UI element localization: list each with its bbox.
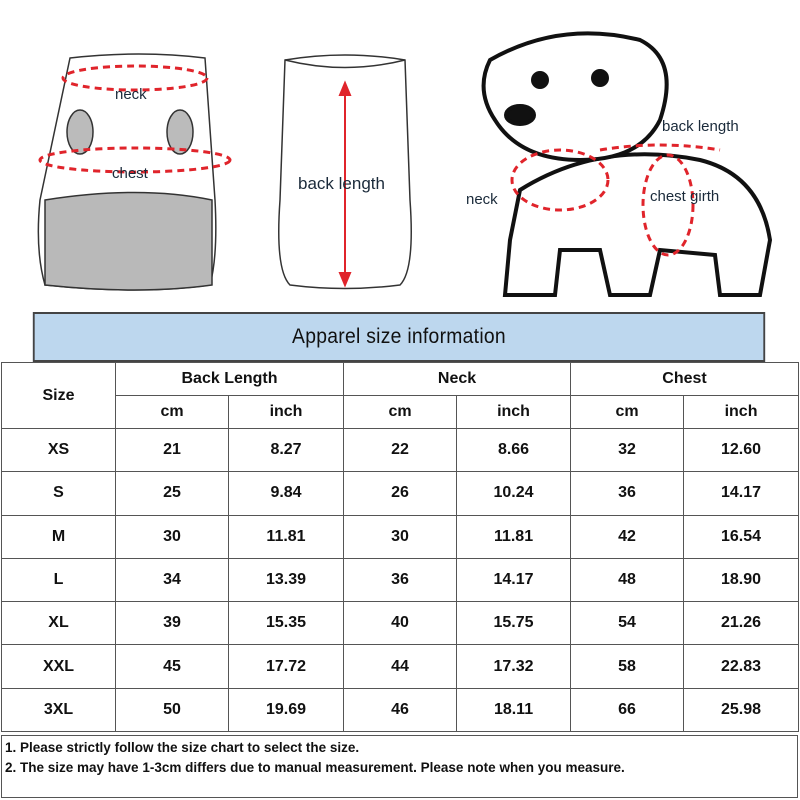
size-chart-title: Apparel size information bbox=[32, 312, 766, 362]
value-cell: 46 bbox=[343, 687, 458, 733]
size-header: Size bbox=[1, 362, 116, 429]
chest-header: Chest bbox=[570, 362, 800, 396]
unit-header: cm bbox=[115, 395, 229, 429]
unit-header: inch bbox=[456, 395, 572, 429]
dog-drawing bbox=[481, 31, 773, 297]
unit-header: cm bbox=[343, 395, 458, 429]
value-cell: 30 bbox=[115, 514, 229, 559]
dog-neck-label: neck bbox=[466, 191, 498, 208]
value-cell: 17.72 bbox=[227, 644, 345, 689]
value-cell: 36 bbox=[570, 471, 685, 516]
size-cell: S bbox=[1, 471, 116, 516]
table-row: L 34 13.39 36 14.17 48 18.90 bbox=[1, 557, 800, 603]
size-cell: 3XL bbox=[1, 687, 116, 733]
value-cell: 39 bbox=[115, 601, 229, 646]
table-row: 3XL 50 19.69 46 18.11 66 25.98 bbox=[1, 687, 800, 733]
size-cell: XS bbox=[1, 427, 116, 473]
neck-header: Neck bbox=[343, 362, 572, 396]
value-cell: 15.35 bbox=[227, 601, 345, 646]
value-cell: 21.26 bbox=[683, 601, 800, 646]
chest-label-front: chest bbox=[112, 165, 148, 182]
value-cell: 45 bbox=[115, 644, 229, 689]
front-measure-lines bbox=[38, 64, 232, 174]
value-cell: 17.32 bbox=[456, 644, 572, 689]
value-cell: 40 bbox=[343, 601, 458, 646]
table-row: S 25 9.84 26 10.24 36 14.17 bbox=[1, 471, 800, 516]
unit-header: inch bbox=[227, 395, 345, 429]
value-cell: 25 bbox=[115, 471, 229, 516]
front-garment-drawing bbox=[37, 53, 217, 291]
dog-measure-lines bbox=[510, 143, 721, 257]
size-cell: L bbox=[1, 557, 116, 603]
neck-label-front: neck bbox=[115, 86, 147, 103]
value-cell: 14.17 bbox=[683, 471, 800, 516]
group-header-row: Size Back Length Neck Chest bbox=[1, 362, 800, 429]
value-cell: 11.81 bbox=[456, 514, 572, 559]
value-cell: 42 bbox=[570, 514, 685, 559]
value-cell: 44 bbox=[343, 644, 458, 689]
value-cell: 26 bbox=[343, 471, 458, 516]
value-cell: 21 bbox=[115, 427, 229, 473]
illustration-drawings bbox=[37, 31, 773, 297]
value-cell: 18.11 bbox=[456, 687, 572, 733]
unit-header-row: cm inch cm inch cm inch bbox=[2, 395, 800, 429]
table-row: M 30 11.81 30 11.81 42 16.54 bbox=[1, 514, 800, 559]
back-length-header: Back Length bbox=[114, 362, 345, 396]
value-cell: 25.98 bbox=[683, 687, 800, 733]
value-cell: 11.81 bbox=[227, 514, 345, 559]
size-table: Size Back Length Neck Chest cm inch cm i… bbox=[1, 362, 800, 733]
value-cell: 9.84 bbox=[227, 471, 345, 516]
dog-back-length-label: back length bbox=[662, 118, 739, 135]
value-cell: 15.75 bbox=[456, 601, 572, 646]
note-2: 2. The size may have 1-3cm differs due t… bbox=[5, 760, 625, 775]
value-cell: 66 bbox=[570, 687, 685, 733]
measurement-illustrations: neck chest back length back length neck … bbox=[0, 0, 800, 312]
unit-header: cm bbox=[570, 395, 685, 429]
table-row: XL 39 15.35 40 15.75 54 21.26 bbox=[1, 601, 800, 646]
dog-chest-girth-label: chest girth bbox=[650, 188, 720, 205]
value-cell: 14.17 bbox=[456, 557, 572, 603]
value-cell: 13.39 bbox=[227, 557, 345, 603]
value-cell: 8.66 bbox=[456, 427, 572, 473]
table-row: XS 21 8.27 22 8.66 32 12.60 bbox=[1, 427, 800, 473]
value-cell: 50 bbox=[115, 687, 229, 733]
note-1: 1. Please strictly follow the size chart… bbox=[5, 740, 360, 755]
value-cell: 16.54 bbox=[683, 514, 800, 559]
value-cell: 36 bbox=[343, 557, 458, 603]
value-cell: 22.83 bbox=[683, 644, 800, 689]
value-cell: 12.60 bbox=[683, 427, 800, 473]
value-cell: 48 bbox=[570, 557, 685, 603]
back-length-arrow bbox=[338, 80, 352, 288]
unit-header: inch bbox=[683, 395, 800, 429]
value-cell: 54 bbox=[570, 601, 685, 646]
value-cell: 8.27 bbox=[227, 427, 345, 473]
value-cell: 30 bbox=[343, 514, 458, 559]
value-cell: 10.24 bbox=[456, 471, 572, 516]
back-length-label: back length bbox=[298, 174, 385, 193]
size-cell: XL bbox=[1, 601, 116, 646]
value-cell: 32 bbox=[570, 427, 685, 473]
size-cell: XXL bbox=[1, 644, 116, 689]
size-cell: M bbox=[1, 514, 116, 559]
value-cell: 58 bbox=[570, 644, 685, 689]
value-cell: 34 bbox=[115, 557, 229, 603]
table-row: XXL 45 17.72 44 17.32 58 22.83 bbox=[1, 644, 800, 689]
value-cell: 22 bbox=[343, 427, 458, 473]
value-cell: 19.69 bbox=[227, 687, 345, 733]
notes: 1. Please strictly follow the size chart… bbox=[1, 735, 798, 798]
value-cell: 18.90 bbox=[683, 557, 800, 603]
